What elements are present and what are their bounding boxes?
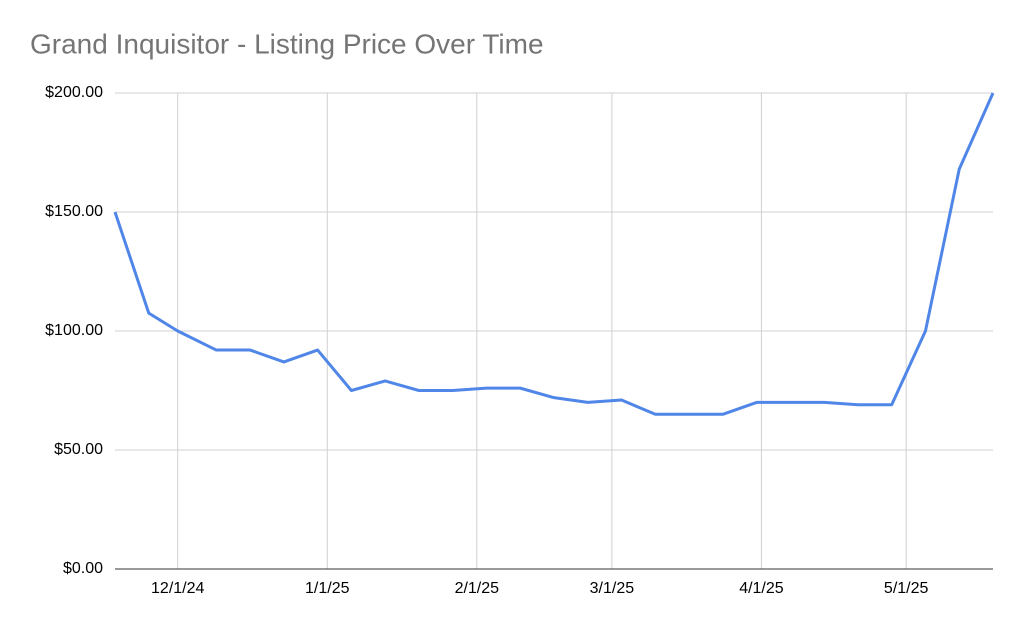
y-tick-label: $200.00 bbox=[45, 84, 103, 101]
line-series bbox=[113, 92, 995, 416]
x-tick-label: 12/1/24 bbox=[151, 580, 204, 597]
x-tick-label: 3/1/25 bbox=[590, 580, 635, 597]
y-tick-label: $0.00 bbox=[63, 560, 103, 577]
x-tick-label: 2/1/25 bbox=[455, 580, 500, 597]
x-tick-label: 1/1/25 bbox=[305, 580, 350, 597]
y-tick-label: $100.00 bbox=[45, 322, 103, 339]
y-tick-label: $50.00 bbox=[54, 441, 103, 458]
x-tick-label: 4/1/25 bbox=[739, 580, 784, 597]
x-tick-label: 5/1/25 bbox=[884, 580, 929, 597]
y-tick-label: $150.00 bbox=[45, 203, 103, 220]
chart-title: Grand Inquisitor - Listing Price Over Ti… bbox=[30, 28, 544, 59]
